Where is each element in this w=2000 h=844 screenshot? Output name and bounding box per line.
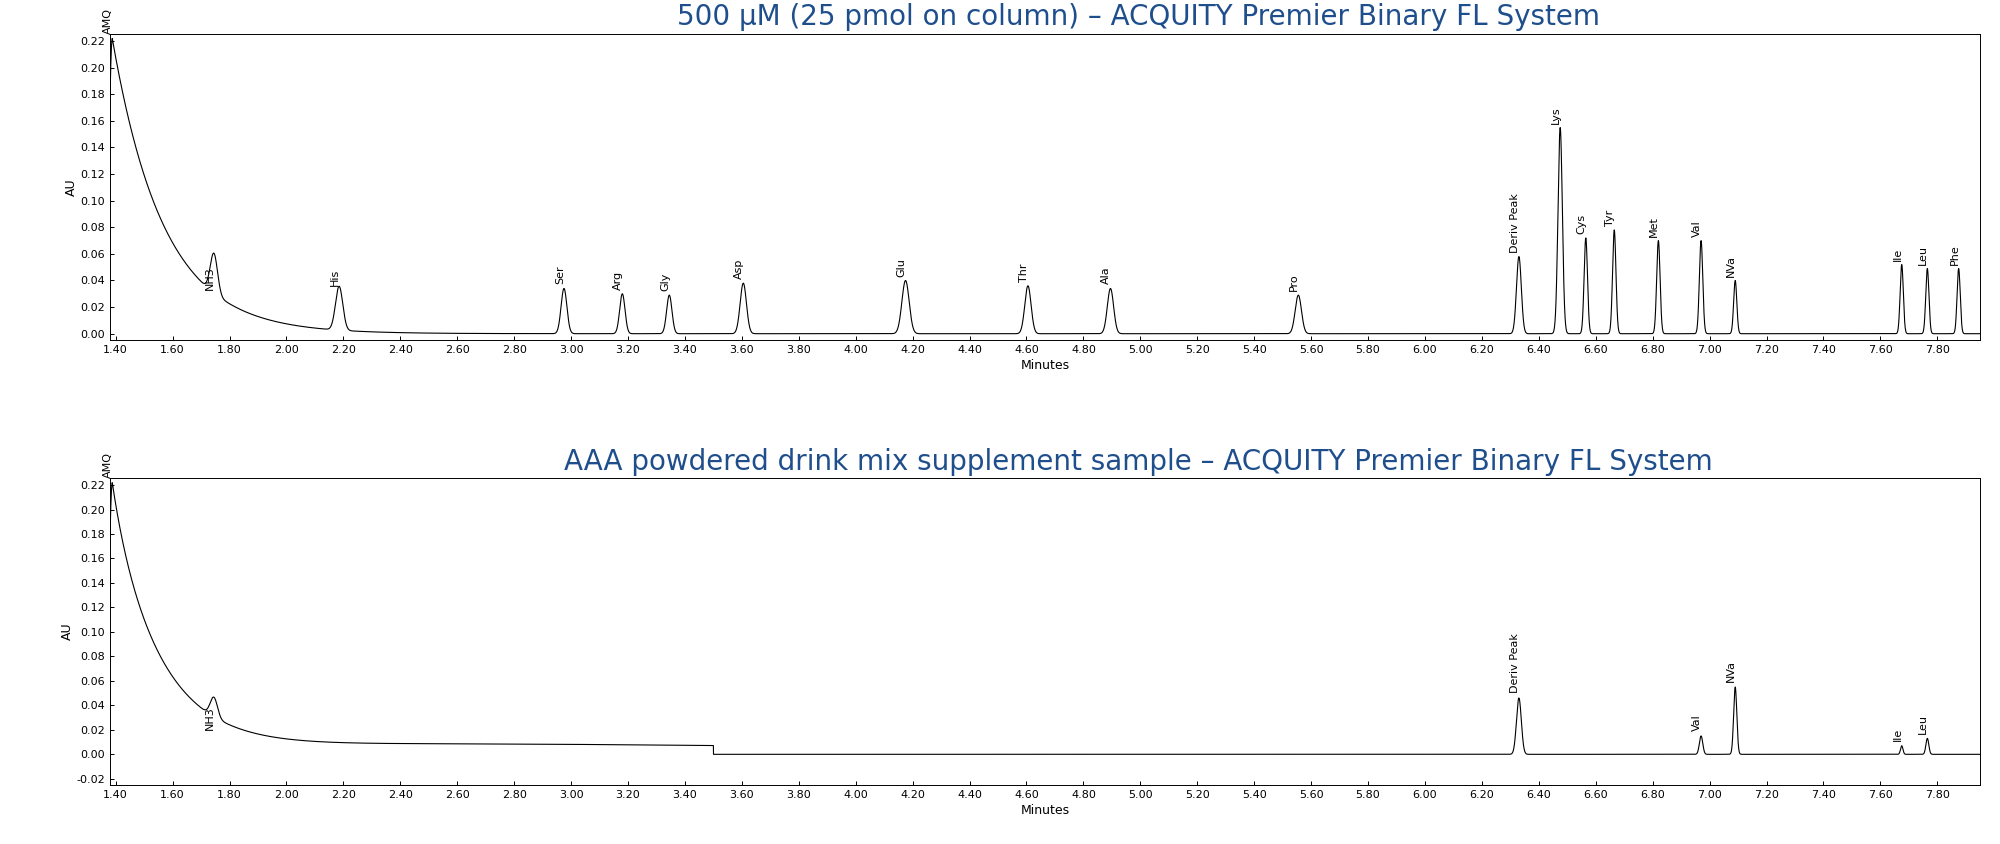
Text: Lys: Lys [1552,106,1562,123]
X-axis label: Minutes: Minutes [1020,360,1070,372]
Text: Ala: Ala [1102,267,1112,284]
Text: Thr: Thr [1018,263,1028,282]
Text: Cys: Cys [1576,214,1586,234]
Text: Val: Val [1692,714,1702,731]
Y-axis label: AU: AU [60,623,74,641]
Y-axis label: AU: AU [64,178,78,196]
Text: Deriv Peak: Deriv Peak [1510,192,1520,252]
Text: Asp: Asp [734,259,744,279]
X-axis label: Minutes: Minutes [1020,804,1070,817]
Text: NH3: NH3 [204,266,214,289]
Text: AMQ: AMQ [104,8,114,35]
Text: NVa: NVa [1726,255,1736,277]
Text: Ile: Ile [1892,728,1902,741]
Text: Arg: Arg [614,271,624,289]
Text: His: His [330,268,340,286]
Text: Ile: Ile [1892,247,1902,261]
Text: Phe: Phe [1950,244,1960,264]
Title: 500 μM (25 pmol on column) – ACQUITY Premier Binary FL System: 500 μM (25 pmol on column) – ACQUITY Pre… [676,3,1600,31]
Text: Ser: Ser [554,266,564,284]
Text: AMQ: AMQ [104,452,114,478]
Text: Tyr: Tyr [1606,209,1616,226]
Text: NVa: NVa [1726,660,1736,682]
Text: Pro: Pro [1290,273,1300,291]
Text: Leu: Leu [1918,713,1928,733]
Text: Leu: Leu [1918,245,1928,264]
Text: Met: Met [1650,216,1660,236]
Text: Val: Val [1692,219,1702,236]
Text: NH3: NH3 [204,706,214,730]
Text: Gly: Gly [660,273,670,291]
Title: AAA powdered drink mix supplement sample – ACQUITY Premier Binary FL System: AAA powdered drink mix supplement sample… [564,448,1712,476]
Text: Glu: Glu [896,257,906,277]
Text: Deriv Peak: Deriv Peak [1510,633,1520,693]
